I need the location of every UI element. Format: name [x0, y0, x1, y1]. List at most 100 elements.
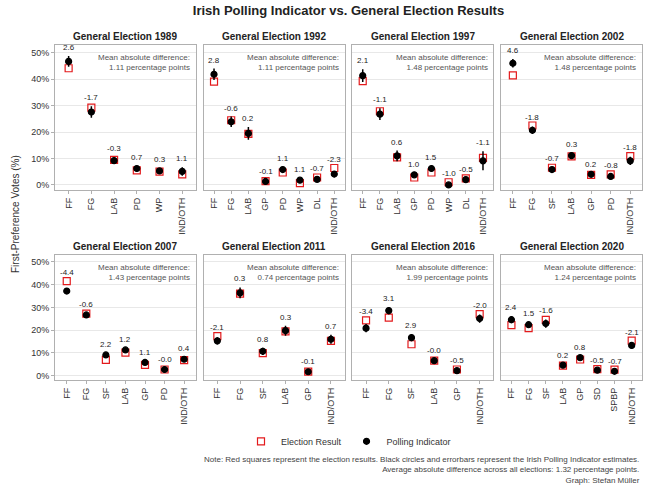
svg-text:SPBP: SPBP	[609, 388, 619, 412]
svg-text:1.5: 1.5	[523, 309, 535, 318]
svg-text:GP: GP	[586, 198, 596, 211]
svg-text:40%: 40%	[31, 74, 49, 84]
svg-text:IND/OTH: IND/OTH	[177, 198, 187, 235]
svg-text:General Election 1992: General Election 1992	[222, 31, 326, 42]
svg-text:FG: FG	[86, 198, 96, 211]
svg-text:2.2: 2.2	[100, 340, 112, 349]
svg-text:2.6: 2.6	[63, 43, 75, 52]
svg-text:PD: PD	[278, 197, 288, 210]
svg-text:-3.4: -3.4	[359, 307, 373, 316]
svg-text:-0.7: -0.7	[608, 357, 622, 366]
svg-text:LAB: LAB	[120, 388, 130, 405]
svg-text:Mean absolute difference:1.48: Mean absolute difference:1.48 percentage…	[544, 53, 636, 72]
svg-text:50%: 50%	[31, 257, 49, 267]
svg-text:20%: 20%	[31, 325, 49, 335]
svg-text:PD: PD	[159, 387, 169, 400]
svg-text:FG: FG	[235, 388, 245, 401]
svg-text:IND/OTH: IND/OTH	[625, 198, 635, 235]
svg-text:-0.7: -0.7	[545, 154, 559, 163]
svg-text:-2.1: -2.1	[625, 328, 639, 337]
svg-text:0%: 0%	[36, 180, 49, 190]
svg-text:SF: SF	[258, 387, 268, 399]
svg-text:General Election 2007: General Election 2007	[73, 241, 177, 252]
svg-text:-0.5: -0.5	[459, 165, 473, 174]
svg-text:-0.6: -0.6	[79, 300, 93, 309]
svg-text:SF: SF	[406, 387, 416, 399]
svg-text:GP: GP	[575, 388, 585, 401]
svg-text:1.1: 1.1	[277, 154, 289, 163]
svg-text:General Election 2020: General Election 2020	[520, 241, 624, 252]
svg-text:-1.7: -1.7	[84, 93, 98, 102]
svg-text:0.4: 0.4	[178, 344, 190, 353]
svg-text:10%: 10%	[31, 154, 49, 164]
svg-text:IND/OTH: IND/OTH	[326, 388, 336, 425]
svg-text:LAB: LAB	[280, 388, 290, 405]
svg-text:3.1: 3.1	[383, 294, 395, 303]
svg-text:DL: DL	[461, 198, 471, 210]
svg-text:2.4: 2.4	[505, 303, 517, 312]
svg-text:40%: 40%	[31, 280, 49, 290]
svg-text:General Election 1989: General Election 1989	[73, 31, 177, 42]
svg-text:LAB: LAB	[109, 198, 119, 215]
svg-text:GP: GP	[452, 388, 462, 401]
svg-text:0.2: 0.2	[242, 114, 254, 123]
svg-text:SF: SF	[101, 387, 111, 399]
svg-text:1.1: 1.1	[294, 165, 306, 174]
svg-text:20%: 20%	[31, 127, 49, 137]
svg-text:GP: GP	[140, 388, 150, 401]
svg-text:0.3: 0.3	[280, 313, 292, 322]
svg-text:LAB: LAB	[243, 198, 253, 215]
svg-text:FG: FG	[384, 388, 394, 401]
svg-text:10%: 10%	[31, 348, 49, 358]
svg-text:0.3: 0.3	[566, 140, 578, 149]
svg-text:Mean absolute difference:1.99: Mean absolute difference:1.99 percentage…	[396, 263, 488, 282]
svg-text:LAB: LAB	[392, 198, 402, 215]
svg-text:LAB: LAB	[566, 198, 576, 215]
svg-text:Irish Polling Indicator vs. Ge: Irish Polling Indicator vs. General Elec…	[193, 3, 504, 18]
svg-text:-0.3: -0.3	[107, 144, 121, 153]
svg-text:FG: FG	[524, 388, 534, 401]
svg-text:50%: 50%	[31, 48, 49, 58]
svg-text:1.1: 1.1	[176, 154, 188, 163]
svg-text:WP: WP	[444, 198, 454, 213]
svg-text:30%: 30%	[31, 101, 49, 111]
svg-text:2.1: 2.1	[357, 56, 369, 65]
svg-text:FF: FF	[361, 387, 371, 398]
svg-text:FG: FG	[375, 198, 385, 211]
svg-text:-1.8: -1.8	[623, 143, 637, 152]
svg-text:IND/OTH: IND/OTH	[179, 388, 189, 425]
svg-text:First-Preference Votes (%): First-Preference Votes (%)	[10, 155, 21, 273]
svg-text:Election Result: Election Result	[281, 437, 342, 447]
svg-text:Mean absolute difference:0.74: Mean absolute difference:0.74 percentage…	[247, 263, 339, 282]
svg-text:1.0: 1.0	[408, 160, 420, 169]
svg-text:Mean absolute difference:1.48: Mean absolute difference:1.48 percentage…	[396, 53, 488, 72]
svg-text:FF: FF	[212, 387, 222, 398]
svg-text:-0.5: -0.5	[450, 356, 464, 365]
svg-text:IND/OTH: IND/OTH	[627, 388, 637, 425]
svg-text:-0.1: -0.1	[301, 357, 315, 366]
svg-text:FG: FG	[226, 198, 236, 211]
svg-text:0.2: 0.2	[557, 351, 569, 360]
svg-text:-1.6: -1.6	[539, 306, 553, 315]
svg-text:2.8: 2.8	[208, 56, 220, 65]
svg-text:IND/OTH: IND/OTH	[478, 198, 488, 235]
svg-text:General Election 1997: General Election 1997	[371, 31, 475, 42]
svg-text:IND/OTH: IND/OTH	[475, 388, 485, 425]
svg-text:-2.0: -2.0	[473, 301, 487, 310]
svg-text:Polling Indicator: Polling Indicator	[387, 437, 451, 447]
svg-text:-0.6: -0.6	[224, 104, 238, 113]
svg-text:General Election 2002: General Election 2002	[520, 31, 624, 42]
svg-text:-4.4: -4.4	[60, 268, 74, 277]
svg-text:-0.7: -0.7	[310, 164, 324, 173]
svg-text:LAB: LAB	[429, 388, 439, 405]
svg-text:Mean absolute difference:1.11: Mean absolute difference:1.11 percentage…	[98, 53, 190, 72]
svg-text:WP: WP	[295, 198, 305, 213]
svg-text:-0.8: -0.8	[604, 161, 618, 170]
svg-text:-1.1: -1.1	[476, 138, 490, 147]
svg-text:General Election 2011: General Election 2011	[222, 241, 326, 252]
svg-text:IND/OTH: IND/OTH	[329, 198, 339, 235]
svg-text:Note: Red squares represent th: Note: Red squares represent the election…	[204, 455, 640, 485]
svg-text:1.2: 1.2	[119, 335, 131, 344]
svg-text:WP: WP	[154, 198, 164, 213]
svg-text:FF: FF	[62, 387, 72, 398]
